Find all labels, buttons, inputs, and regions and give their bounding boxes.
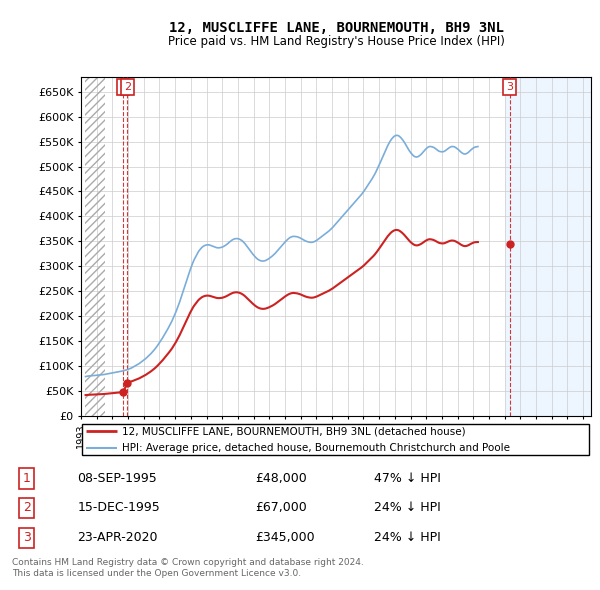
Text: 15-DEC-1995: 15-DEC-1995 xyxy=(77,502,160,514)
Bar xyxy=(85,77,104,416)
Text: Price paid vs. HM Land Registry's House Price Index (HPI): Price paid vs. HM Land Registry's House … xyxy=(167,35,505,48)
Text: £67,000: £67,000 xyxy=(256,502,307,514)
Text: Contains HM Land Registry data © Crown copyright and database right 2024.: Contains HM Land Registry data © Crown c… xyxy=(12,558,364,566)
Text: 2: 2 xyxy=(23,502,31,514)
Text: 08-SEP-1995: 08-SEP-1995 xyxy=(77,472,157,485)
Text: 2: 2 xyxy=(124,82,131,92)
Text: 1: 1 xyxy=(120,82,127,92)
Text: 24% ↓ HPI: 24% ↓ HPI xyxy=(374,532,441,545)
Text: 12, MUSCLIFFE LANE, BOURNEMOUTH, BH9 3NL (detached house): 12, MUSCLIFFE LANE, BOURNEMOUTH, BH9 3NL… xyxy=(122,427,466,437)
Text: This data is licensed under the Open Government Licence v3.0.: This data is licensed under the Open Gov… xyxy=(12,569,301,578)
Text: 3: 3 xyxy=(23,532,31,545)
FancyBboxPatch shape xyxy=(82,424,589,455)
Text: HPI: Average price, detached house, Bournemouth Christchurch and Poole: HPI: Average price, detached house, Bour… xyxy=(122,442,510,453)
Bar xyxy=(505,77,591,416)
Text: 12, MUSCLIFFE LANE, BOURNEMOUTH, BH9 3NL: 12, MUSCLIFFE LANE, BOURNEMOUTH, BH9 3NL xyxy=(169,21,503,35)
Text: 1: 1 xyxy=(23,472,31,485)
Text: £48,000: £48,000 xyxy=(256,472,307,485)
Text: £345,000: £345,000 xyxy=(256,532,315,545)
Text: 23-APR-2020: 23-APR-2020 xyxy=(77,532,158,545)
Text: 24% ↓ HPI: 24% ↓ HPI xyxy=(374,502,441,514)
Text: 3: 3 xyxy=(506,82,513,92)
Bar xyxy=(85,77,104,416)
Text: 47% ↓ HPI: 47% ↓ HPI xyxy=(374,472,441,485)
